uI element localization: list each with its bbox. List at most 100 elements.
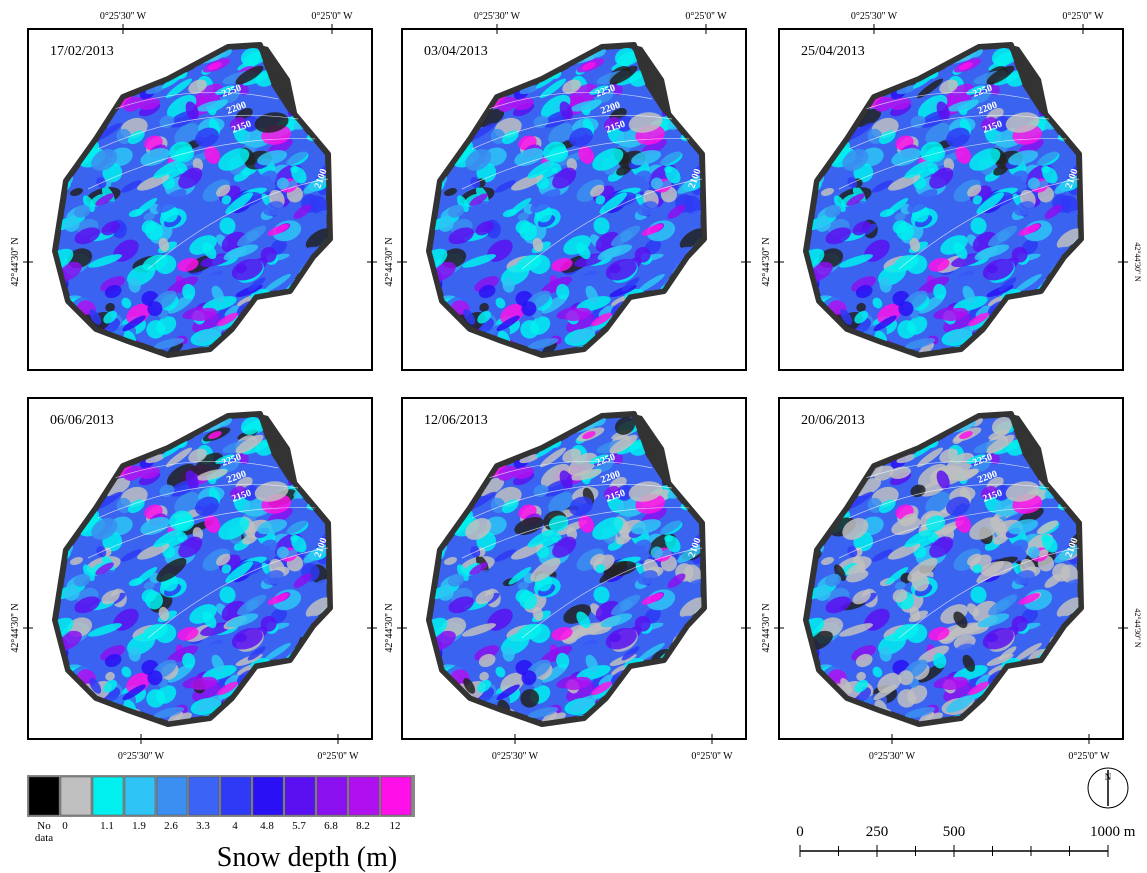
snow-patch bbox=[1063, 579, 1081, 588]
snow-patch bbox=[247, 646, 266, 661]
snow-patch bbox=[872, 666, 883, 678]
snow-patch bbox=[577, 274, 598, 287]
snow-patch bbox=[576, 242, 591, 260]
snow-patch bbox=[104, 108, 131, 128]
snow-patch bbox=[231, 627, 263, 650]
snow-patch bbox=[263, 570, 284, 585]
legend-label: 0 bbox=[62, 820, 68, 832]
snow-patch bbox=[237, 594, 267, 616]
snow-patch bbox=[267, 593, 290, 605]
lon-label: 0°25'0'' W bbox=[685, 11, 727, 22]
snow-patch bbox=[569, 496, 593, 516]
snow-patch bbox=[1016, 631, 1030, 645]
snow-patch bbox=[892, 588, 908, 603]
snow-patch bbox=[462, 254, 496, 268]
snow-patch bbox=[605, 258, 637, 281]
snow-patch bbox=[918, 276, 950, 295]
snow-patch bbox=[1008, 150, 1039, 166]
snow-patch bbox=[122, 684, 146, 701]
no-data-strip bbox=[260, 45, 298, 117]
lat-label: 42°44'30'' N bbox=[761, 603, 772, 652]
snow-patch bbox=[312, 210, 330, 219]
lon-label: 0°25'0'' W bbox=[1068, 751, 1110, 762]
snow-patch bbox=[578, 146, 595, 164]
snow-patch bbox=[873, 684, 897, 701]
snow-patch bbox=[293, 204, 312, 219]
legend-label: No data bbox=[34, 820, 54, 844]
snow-patch bbox=[852, 221, 871, 236]
lat-label: 42°44'30'' N bbox=[1133, 608, 1142, 648]
snow-patch bbox=[888, 542, 921, 560]
snow-patch bbox=[977, 613, 1010, 628]
snow-patch bbox=[556, 652, 570, 669]
snow-patch bbox=[217, 312, 238, 327]
snow-patch bbox=[570, 100, 602, 112]
snow-patch bbox=[661, 180, 672, 189]
snow-patch bbox=[226, 244, 259, 259]
snow-patch bbox=[70, 187, 83, 197]
snow-patch bbox=[686, 579, 704, 588]
snow-patch bbox=[907, 557, 938, 582]
snow-patch bbox=[73, 573, 91, 587]
snow-patch bbox=[502, 646, 515, 662]
snow-patch bbox=[614, 416, 636, 435]
snow-patch bbox=[533, 115, 549, 129]
snow-patch bbox=[851, 276, 877, 292]
legend-swatch bbox=[188, 776, 220, 816]
snow-patch bbox=[195, 695, 223, 713]
snow-patch bbox=[854, 679, 869, 693]
snow-patch bbox=[123, 96, 143, 112]
snow-patch bbox=[287, 180, 298, 189]
snow-patch bbox=[585, 285, 599, 303]
snow-patch bbox=[258, 170, 278, 188]
snow-patch bbox=[474, 276, 500, 292]
study-outline bbox=[426, 411, 707, 727]
snow-patch bbox=[103, 310, 118, 324]
snow-patch bbox=[986, 434, 1015, 454]
snow-patch bbox=[954, 643, 975, 656]
snow-patch bbox=[204, 515, 221, 533]
snow-patch bbox=[178, 536, 203, 558]
snow-patch bbox=[242, 485, 259, 501]
snow-patch bbox=[970, 586, 987, 604]
snow-patch bbox=[165, 447, 193, 468]
snow-patch bbox=[533, 484, 549, 498]
snow-patch bbox=[943, 312, 972, 333]
snow-patch bbox=[1038, 180, 1049, 189]
panel-date: 20/06/2013 bbox=[801, 413, 865, 428]
snow-patch bbox=[637, 642, 665, 662]
snow-patch bbox=[988, 594, 1018, 616]
snow-patch bbox=[192, 312, 221, 333]
snow-patch bbox=[167, 276, 199, 295]
snow-patch bbox=[928, 257, 950, 272]
snow-patch bbox=[238, 83, 249, 96]
snow-patch bbox=[605, 627, 637, 650]
snow-patch bbox=[1027, 546, 1040, 559]
snow-patch bbox=[91, 518, 118, 540]
snow-patch bbox=[885, 197, 909, 216]
snow-patch bbox=[265, 631, 279, 645]
snow-patch bbox=[257, 519, 288, 535]
snow-patch bbox=[569, 326, 597, 344]
lon-label: 0°25'0'' W bbox=[691, 751, 733, 762]
snow-patch bbox=[167, 294, 194, 314]
snow-patch bbox=[104, 477, 131, 497]
snow-patch bbox=[123, 465, 143, 481]
legend-swatch bbox=[28, 776, 60, 816]
snow-patch bbox=[242, 116, 259, 132]
snow-patch bbox=[846, 193, 865, 207]
snow-patch bbox=[174, 515, 195, 532]
snow-patch bbox=[637, 201, 658, 216]
snow-patch bbox=[612, 452, 623, 465]
snow-patch bbox=[959, 431, 973, 440]
legend-label: 6.8 bbox=[324, 820, 338, 832]
snow-patch bbox=[444, 187, 457, 197]
snow-patch bbox=[218, 148, 250, 171]
snow-patch bbox=[659, 151, 682, 166]
legend-label: 5.7 bbox=[292, 820, 306, 832]
snow-patch bbox=[637, 570, 658, 585]
snow-patch bbox=[539, 447, 567, 468]
lat-label: 42°44'30'' N bbox=[10, 603, 21, 652]
snow-patch bbox=[203, 643, 224, 656]
